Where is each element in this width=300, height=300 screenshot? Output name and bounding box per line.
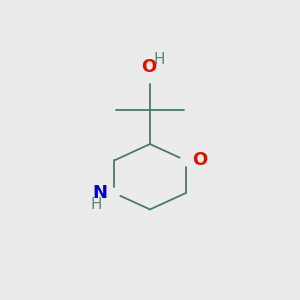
Text: O: O <box>141 58 156 76</box>
Text: H: H <box>154 52 165 67</box>
Text: N: N <box>93 184 108 202</box>
Text: H: H <box>90 197 102 212</box>
Text: O: O <box>192 152 208 169</box>
